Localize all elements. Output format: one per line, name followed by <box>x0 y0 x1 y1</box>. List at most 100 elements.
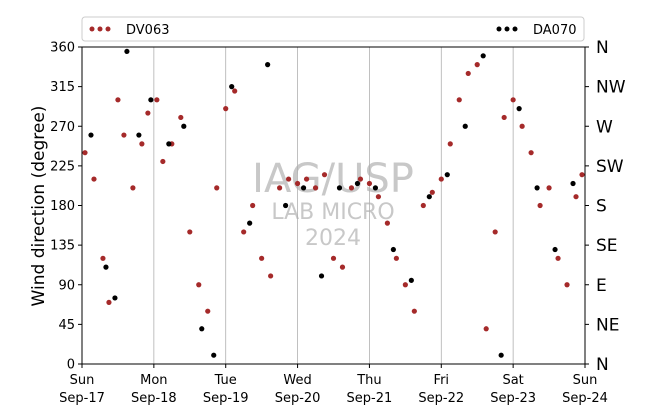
point-dv063 <box>402 282 408 288</box>
point-dv063 <box>546 185 552 191</box>
x-tick-label-date: Sep-18 <box>131 391 177 406</box>
legend-marker-dv063 <box>89 26 111 32</box>
point-dv063 <box>154 97 160 103</box>
point-dv063 <box>223 106 229 112</box>
point-dv063 <box>294 180 301 187</box>
point-dv063 <box>474 62 480 68</box>
point-dv063 <box>178 114 184 121</box>
point-da070 <box>265 62 271 68</box>
x-tick-label-day: Thu <box>356 373 381 388</box>
point-dv063 <box>130 185 136 191</box>
point-dv063 <box>420 202 426 209</box>
x-tick-label-day: Sun <box>573 373 598 388</box>
point-dv063 <box>321 172 328 178</box>
x-tick-label-date: Sep-20 <box>275 391 321 406</box>
point-dv063 <box>121 132 127 138</box>
grid-lines <box>153 47 514 364</box>
x-tick-label-date: Sep-23 <box>490 391 536 406</box>
point-dv063 <box>196 282 202 288</box>
legend-label-dv063: DV063 <box>126 23 170 38</box>
point-dv063 <box>501 114 507 121</box>
point-dv063 <box>250 202 256 209</box>
point-dv063 <box>91 176 97 182</box>
legend-marker-da070 <box>496 26 518 32</box>
point-dv063 <box>205 308 211 314</box>
point-da070 <box>336 185 343 191</box>
point-da070 <box>229 84 235 90</box>
point-dv063 <box>393 255 399 261</box>
y-tick-label: 0 <box>67 358 75 373</box>
right-tick-label: SE <box>596 236 618 256</box>
right-axis: N NE E SE S SW W NW N <box>585 38 626 375</box>
point-dv063 <box>187 229 193 235</box>
point-da070 <box>354 180 361 187</box>
point-dv063 <box>555 255 561 261</box>
point-da070 <box>534 185 540 191</box>
point-da070 <box>570 180 576 187</box>
point-dv063 <box>277 185 283 191</box>
point-dv063 <box>357 176 364 182</box>
x-tick-label-day: Sat <box>502 373 523 388</box>
point-dv063 <box>115 97 121 103</box>
point-dv063 <box>312 185 319 191</box>
point-dv063 <box>259 255 265 261</box>
x-tick-label-date: Sep-22 <box>418 391 464 406</box>
data-points <box>82 48 585 358</box>
point-dv063 <box>145 110 151 116</box>
point-dv063 <box>564 282 570 288</box>
point-da070 <box>282 202 289 209</box>
y-tick-label: 225 <box>50 159 75 174</box>
point-da070 <box>166 141 172 147</box>
point-dv063 <box>375 194 382 200</box>
right-tick-label: NE <box>596 315 619 335</box>
point-da070 <box>112 295 118 301</box>
point-da070 <box>408 277 414 283</box>
point-da070 <box>480 53 486 59</box>
point-dv063 <box>268 273 274 279</box>
y-axis-label: Wind direction (degree) <box>29 106 49 307</box>
point-da070 <box>199 326 205 332</box>
point-dv063 <box>285 176 292 182</box>
point-dv063 <box>241 229 247 235</box>
point-dv063 <box>573 194 579 200</box>
right-tick-label: N <box>596 38 609 58</box>
point-dv063 <box>100 255 106 261</box>
point-dv063 <box>411 308 417 314</box>
point-da070 <box>136 132 142 138</box>
point-da070 <box>88 132 94 138</box>
legend: DV063 DA070 <box>81 16 585 42</box>
point-dv063 <box>366 180 373 187</box>
point-dv063 <box>438 176 444 182</box>
point-da070 <box>552 246 558 253</box>
point-da070 <box>372 185 379 191</box>
point-da070 <box>318 273 325 279</box>
point-da070 <box>426 194 432 200</box>
point-dv063 <box>537 202 543 209</box>
point-dv063 <box>139 141 145 147</box>
point-dv063 <box>465 70 471 77</box>
x-tick-label-day: Sun <box>70 373 95 388</box>
point-dv063 <box>106 299 112 305</box>
right-tick-label: SW <box>596 157 624 177</box>
x-tick-label-day: Fri <box>434 373 450 388</box>
point-da070 <box>181 123 187 129</box>
point-da070 <box>498 352 504 358</box>
point-dv063 <box>456 97 462 103</box>
point-dv063 <box>528 150 534 156</box>
y-tick-label: 315 <box>50 80 75 95</box>
point-da070 <box>124 48 130 55</box>
legend-frame <box>81 16 585 42</box>
point-dv063 <box>447 141 453 147</box>
point-dv063 <box>579 172 585 178</box>
watermark-line-3: 2024 <box>305 226 361 251</box>
x-tick-label-day: Mon <box>140 373 167 388</box>
point-da070 <box>103 264 109 270</box>
point-dv063 <box>483 326 489 332</box>
point-da070 <box>211 352 217 358</box>
point-dv063 <box>303 176 310 182</box>
point-dv063 <box>384 220 390 226</box>
point-da070 <box>247 220 253 226</box>
x-tick-label-date: Sep-21 <box>347 391 393 406</box>
right-tick-label: W <box>596 117 613 137</box>
